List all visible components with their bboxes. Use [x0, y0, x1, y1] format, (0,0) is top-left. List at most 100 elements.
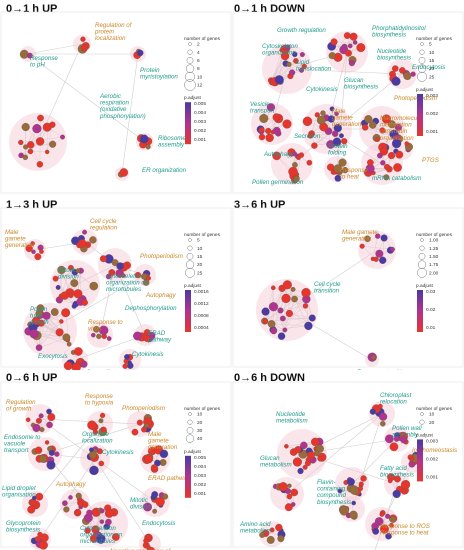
gene-set-node [334, 174, 342, 182]
size-legend-label: 25 [429, 74, 435, 80]
term-label: Response to hypoxia [85, 393, 114, 407]
gene-set-node [377, 403, 383, 409]
gene-set-node [392, 65, 399, 72]
gene-set-node [50, 308, 59, 316]
term-label: Pollen tube growth [30, 306, 49, 326]
term-label: Cytokinesis [306, 86, 338, 93]
gene-set-node [371, 355, 376, 360]
gene-set-node [21, 123, 30, 132]
network-graph: Growth regulation Phorphatidylinositol bio… [232, 11, 464, 194]
gene-set-node [327, 115, 335, 123]
term-label: Response to virus [88, 319, 123, 333]
gene-set-node [68, 264, 74, 271]
gene-set-node [74, 508, 81, 515]
gene-set-node [146, 275, 151, 281]
gene-set-node [40, 533, 49, 542]
term-label: Autophagy [263, 151, 294, 158]
term-label: Male gamete generation [342, 229, 378, 243]
term-labels: Chloroplast relocation Nucleotide metabolis… [239, 392, 457, 537]
gene-set-node [86, 509, 93, 517]
color-legend-label: 0.004 [194, 464, 206, 470]
gene-set-node [35, 492, 44, 501]
gene-set-node [380, 160, 386, 166]
size-legend-circle [187, 49, 193, 55]
gene-set-node [98, 418, 104, 424]
gene-set-node [341, 167, 349, 174]
term-label: Cytoskeleton organization [262, 43, 298, 57]
gene-set-node [120, 273, 126, 278]
gene-set-node [333, 124, 342, 133]
gene-set-node [82, 229, 88, 235]
gene-set-node [311, 142, 318, 149]
term-label: Macromolecule methylation chromatin organis… [380, 115, 423, 142]
gene-set-node [34, 536, 41, 542]
gene-set-node [380, 234, 388, 242]
gene-set-node [34, 446, 43, 454]
term-label: Response to ROS Response to heat [380, 523, 431, 537]
gene-set-node [331, 130, 339, 137]
gene-set-node [389, 442, 399, 452]
size-legend-label: 8 [197, 66, 200, 72]
color-legend-label: 0.03 [426, 289, 436, 295]
term-label: Amino acid metabolism [239, 521, 272, 535]
gene-set-node [99, 412, 106, 419]
nodes [261, 233, 395, 362]
gene-set-node [89, 281, 99, 291]
gene-set-node [387, 473, 395, 482]
gene-set-node [290, 488, 299, 497]
panel-0-6h-up: 0→6 h UP Regulation of growth Response to h… [0, 370, 232, 550]
gene-set-node [379, 256, 387, 264]
gene-set-node [393, 163, 402, 172]
term-label: Chloroplast relocation [380, 392, 412, 406]
gene-set-node [387, 151, 396, 160]
gene-set-node [29, 329, 39, 339]
gene-set-node [261, 307, 270, 316]
gene-set-node [291, 295, 298, 303]
gene-set-node [380, 524, 389, 534]
gene-set-node [284, 444, 289, 449]
gene-set-node [277, 332, 286, 340]
term-label: Nucleotide metabolism [276, 411, 308, 425]
gene-set-node [259, 113, 269, 123]
size-legend-title: number of genes [184, 406, 221, 412]
gene-set-node [68, 293, 74, 299]
gene-set-node [60, 134, 65, 140]
term-label: Secretion [294, 133, 321, 140]
size-legend-circle [187, 419, 193, 425]
term-label: Endocytosis [142, 520, 175, 527]
gene-set-node [316, 115, 326, 125]
gene-set-node [80, 36, 86, 42]
size-legend-label: 10 [429, 50, 435, 56]
size-legend-circle [417, 64, 427, 73]
color-legend-title: p.adjust [416, 87, 433, 93]
term-label: mRNA catabolism [372, 175, 421, 182]
gene-set-node [258, 127, 265, 133]
term-label: Vesicle transport [250, 101, 275, 115]
gene-set-node [292, 457, 302, 467]
color-legend-label: 0.005 [194, 101, 206, 107]
nodes [256, 32, 416, 184]
gene-set-node [298, 67, 305, 73]
term-label: Glucan biosynthesis [344, 77, 378, 91]
gene-set-node [282, 280, 292, 290]
gene-set-node [297, 467, 304, 475]
gene-set-node [119, 168, 129, 177]
gene-set-node [78, 358, 84, 364]
gene-set-node [385, 434, 394, 444]
panel-3-6h-up: 3→6 h UP Male gamete generation Cell cycle… [232, 196, 464, 370]
gene-set-node [74, 347, 83, 356]
term-labels: Regulation of growth Response to hypoxia Pho… [2, 393, 191, 550]
color-legend-label: 0.0008 [194, 313, 209, 319]
gene-set-node [155, 497, 165, 507]
gene-set-node [34, 253, 42, 261]
gene-set-node [139, 134, 149, 144]
gene-set-node [380, 420, 386, 427]
term-label: Male gamete generation [332, 108, 362, 128]
color-legend-label: 0.001 [426, 129, 438, 135]
color-legend-label: 0.0012 [194, 301, 209, 307]
gene-set-node [133, 331, 142, 341]
gene-set-node [262, 318, 269, 325]
